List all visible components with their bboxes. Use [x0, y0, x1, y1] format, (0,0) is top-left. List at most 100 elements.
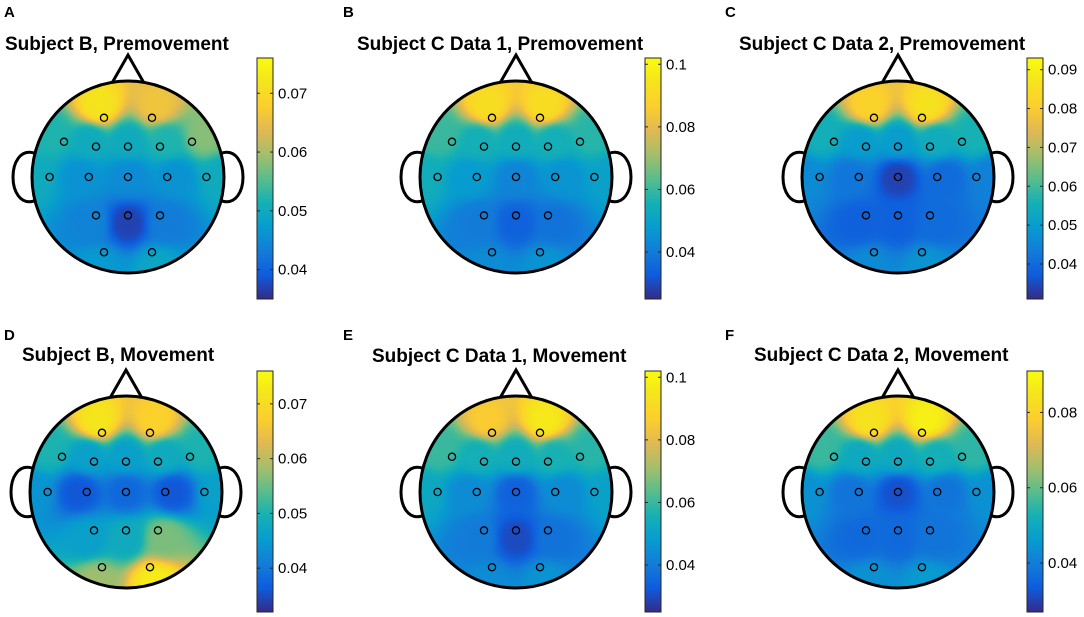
colorbar-tick-label: 0.04: [666, 244, 695, 261]
electrode-marker: [202, 172, 211, 182]
colorbar-tick-label: 0.06: [278, 144, 307, 161]
electrode-marker: [511, 142, 521, 151]
left-ear-outline: [781, 465, 805, 519]
electrode-marker: [535, 247, 545, 257]
panel-title: Subject C Data 1, Movement: [372, 346, 627, 367]
left-ear-outline: [781, 150, 805, 204]
electrode-marker: [543, 142, 553, 151]
topo-heatmap: [420, 396, 612, 588]
electrode-marker: [854, 172, 864, 182]
head-outline: [30, 79, 226, 275]
electrode-marker: [893, 457, 903, 466]
electrode-marker: [917, 247, 927, 257]
colorbar-tick-label: 0.07: [278, 85, 307, 102]
electrode-marker: [200, 487, 209, 497]
electrode-marker: [511, 457, 521, 466]
electrode-marker: [869, 113, 879, 123]
electrode-marker: [43, 487, 52, 497]
colorbar: [644, 57, 662, 300]
electrode-marker: [121, 526, 131, 535]
electrode-marker: [957, 137, 967, 147]
electrode-marker: [59, 137, 69, 147]
electrode-marker: [479, 211, 489, 220]
right-ear-outline: [991, 150, 1015, 204]
panel-letter: A: [4, 4, 15, 21]
colorbar-tick-label: 0.05: [1048, 217, 1077, 234]
electrode-marker: [869, 562, 879, 572]
panel-title: Subject B, Premovement: [5, 34, 230, 55]
nose-outline: [110, 51, 146, 84]
colorbar-tick-label: 0.06: [666, 181, 695, 198]
electrode-marker: [972, 172, 981, 182]
topo-heatmap: [802, 81, 994, 273]
electrode-marker: [590, 172, 599, 182]
colorbar-tick-label: 0.04: [278, 262, 307, 279]
electrode-marker: [861, 457, 871, 466]
electrode-marker: [869, 247, 879, 257]
electrode-marker: [447, 452, 457, 462]
electrode-marker: [153, 526, 163, 535]
right-ear-outline: [991, 465, 1015, 519]
right-ear-outline: [219, 465, 243, 519]
colorbar-tick-label: 0.09: [1048, 62, 1077, 79]
electrode-marker: [932, 172, 942, 182]
electrode-marker: [153, 457, 163, 466]
electrode-marker: [893, 487, 903, 497]
electrode-marker: [147, 113, 157, 123]
electrode-marker: [861, 211, 871, 220]
electrode-marker: [535, 113, 545, 123]
panel-title: Subject C Data 2, Premovement: [739, 34, 1026, 55]
electrode-marker: [829, 137, 839, 147]
head-outline: [418, 394, 614, 590]
electrode-marker: [89, 457, 99, 466]
head-outline: [418, 79, 614, 275]
electrode-marker: [917, 428, 927, 438]
electrode-marker: [162, 172, 172, 182]
colorbar-tick-label: 0.1: [666, 369, 687, 386]
electrode-marker: [99, 113, 109, 123]
colorbar-tick-label: 0.04: [1048, 256, 1077, 273]
panel-title: Subject C Data 1, Premovement: [357, 34, 644, 55]
electrode-marker: [815, 172, 824, 182]
nose-outline: [108, 366, 144, 399]
colorbar-tick-label: 0.08: [666, 119, 695, 136]
electrode-marker: [145, 562, 155, 572]
electrode-marker: [487, 247, 497, 257]
colorbar-tick-label: 0.04: [666, 557, 695, 574]
colorbar-tick-label: 0.1: [666, 56, 687, 73]
topo-heatmap: [30, 396, 222, 588]
electrode-marker: [543, 457, 553, 466]
electrode-marker: [187, 137, 197, 147]
electrode-marker: [893, 142, 903, 151]
electrode-marker: [590, 487, 599, 497]
nose-outline: [880, 51, 916, 84]
electrode-marker: [535, 428, 545, 438]
colorbar-tick-label: 0.04: [1048, 555, 1077, 572]
electrode-marker: [893, 172, 903, 182]
panel-letter: C: [725, 4, 736, 21]
electrode-marker: [925, 142, 935, 151]
head-outline: [28, 394, 224, 590]
panel-letter: E: [343, 327, 353, 344]
topo-heatmap: [32, 81, 224, 273]
electrode-marker: [917, 562, 927, 572]
colorbar-tick-label: 0.08: [1048, 101, 1077, 118]
colorbar: [256, 57, 274, 300]
electrode-marker: [957, 452, 967, 462]
electrode-marker: [89, 526, 99, 535]
panel-letter: D: [4, 327, 15, 344]
electrode-marker: [854, 487, 864, 497]
colorbar-tick-label: 0.06: [278, 451, 307, 468]
colorbar-tick-label: 0.06: [1048, 480, 1077, 497]
electrode-marker: [511, 487, 521, 497]
electrode-marker: [99, 247, 109, 257]
electrode-marker: [97, 562, 107, 572]
electrode-marker: [575, 452, 585, 462]
electrode-marker: [815, 487, 824, 497]
electrode-marker: [893, 211, 903, 220]
electrode-marker: [511, 211, 521, 220]
electrode-marker: [479, 142, 489, 151]
electrode-marker: [550, 172, 560, 182]
electrode-marker: [487, 428, 497, 438]
